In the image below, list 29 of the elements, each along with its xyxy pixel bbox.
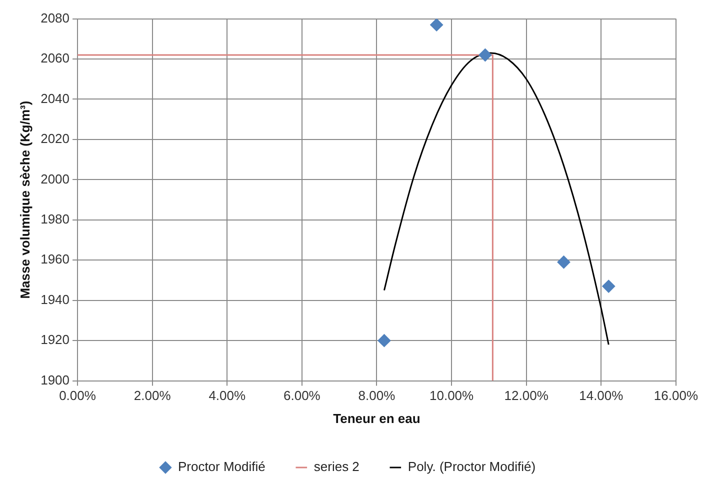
y-tick-label: 2000 — [40, 171, 70, 186]
y-tick-label: 2080 — [40, 10, 70, 26]
legend-label: Proctor Modifié — [178, 459, 266, 474]
point — [602, 280, 616, 293]
legend-label: series 2 — [314, 459, 360, 474]
y-tick-label: 1920 — [40, 332, 70, 348]
y-tick-label: 2040 — [40, 90, 70, 106]
point — [557, 256, 570, 269]
legend-label: Poly. (Proctor Modifié) — [408, 459, 536, 474]
y-tick-label: 1960 — [40, 252, 70, 267]
y-tick-label: 1900 — [40, 372, 70, 388]
y-tick-label: 2020 — [40, 131, 70, 146]
x-tick-label: 10.00% — [429, 388, 474, 404]
point — [478, 48, 492, 62]
x-tick-label: 14.00% — [579, 388, 624, 404]
x-tick-label: 16.00% — [654, 388, 698, 404]
y-tick-label: 2060 — [40, 50, 70, 66]
y-axis-title: Masse volumique sèche (Kg/m³) — [17, 100, 32, 299]
x-tick-label: 4.00% — [208, 388, 246, 404]
x-tick-label: 2.00% — [134, 388, 172, 404]
x-tick-label: 8.00% — [358, 388, 396, 404]
point — [430, 18, 444, 32]
x-tick-label: 6.00% — [283, 388, 321, 404]
point — [378, 334, 391, 348]
x-tick-label: 12.00% — [504, 388, 549, 404]
y-tick-label: 1980 — [40, 211, 70, 226]
y-tick-label: 1940 — [40, 292, 70, 307]
x-axis-title: Teneur en eau — [333, 410, 420, 426]
x-tick-label: 0.00% — [59, 388, 96, 404]
